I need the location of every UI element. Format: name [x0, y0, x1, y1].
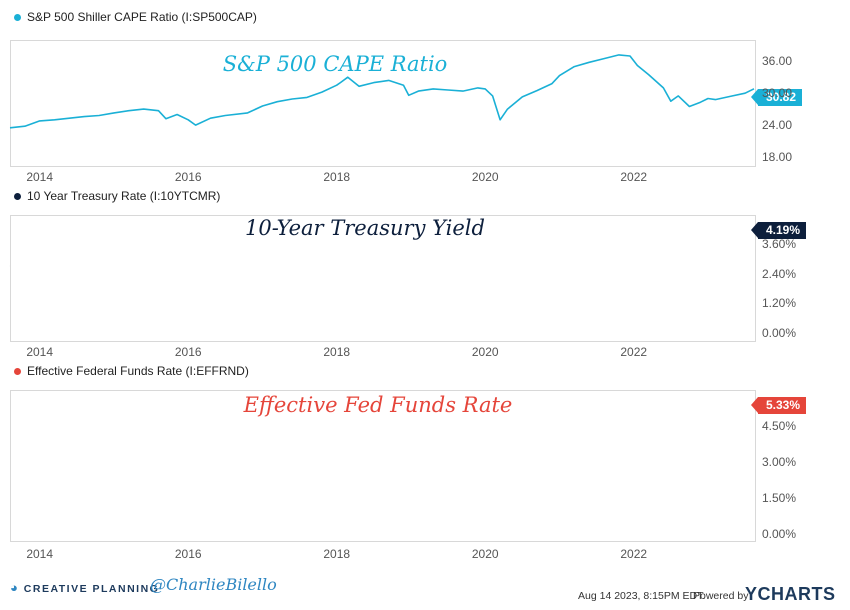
creative-planning-mark-icon: ◕ [10, 580, 20, 595]
legend-dot-fedfunds [14, 367, 21, 375]
x-tick-label: 2018 [323, 170, 351, 184]
legend-treasury: 10 Year Treasury Rate (I:10YTCMR) [14, 189, 220, 203]
y-tick-label: 18.00 [762, 150, 793, 165]
twitter-handle: @CharlieBilello [150, 575, 277, 594]
x-tick-label: 2020 [471, 345, 499, 359]
cape-series-line [9, 54, 755, 129]
ycharts-logo: YCHARTS [745, 584, 836, 604]
x-tick-label: 2020 [471, 547, 499, 561]
legend-label-fedfunds: Effective Federal Funds Rate (I:EFFRND) [27, 364, 249, 378]
x-tick-label: 2016 [174, 345, 202, 359]
y-tick-label: 3.60% [762, 237, 797, 252]
y-tick-label: 0.00% [762, 325, 797, 340]
y-tick-label: 1.50% [762, 491, 797, 505]
x-tick-label: 2022 [620, 547, 648, 561]
treasury-current-value-badge: 4.19% [750, 222, 807, 239]
fedfunds-chart-title: Effective Fed Funds Rate [243, 393, 513, 417]
y-tick-label: 1.20% [762, 296, 797, 311]
x-tick-label: 2014 [26, 547, 54, 561]
y-tick-label: 24.00 [762, 118, 793, 133]
x-tick-label: 2018 [323, 345, 351, 359]
y-tick-label: 36.00 [762, 54, 793, 69]
y-tick-label: 30.00 [762, 86, 793, 101]
legend-dot-cape [14, 13, 21, 21]
timestamp: Aug 14 2023, 8:15PM EDT. [578, 590, 706, 602]
y-tick-label: 3.00% [762, 455, 797, 469]
y-tick-label: 4.50% [762, 419, 797, 433]
powered-by-text: Powered by [693, 590, 749, 602]
legend-fedfunds: Effective Federal Funds Rate (I:EFFRND) [14, 364, 249, 378]
cape-chart-title: S&P 500 CAPE Ratio [222, 52, 448, 76]
legend-cape: S&P 500 Shiller CAPE Ratio (I:SP500CAP) [14, 10, 257, 24]
treasury-plot-area [10, 215, 756, 342]
x-tick-label: 2018 [323, 547, 351, 561]
cape-current-value-badge: 30.82 [750, 89, 803, 106]
fedfunds-plot-area [10, 390, 756, 542]
x-tick-label: 2022 [620, 345, 648, 359]
x-tick-label: 2014 [26, 345, 54, 359]
x-tick-label: 2022 [620, 170, 648, 184]
x-tick-label: 2016 [174, 547, 202, 561]
x-tick-label: 2014 [26, 170, 54, 184]
cape-plot-area [10, 40, 756, 167]
y-tick-label: 0.00% [762, 527, 797, 541]
x-tick-label: 2020 [471, 170, 499, 184]
treasury-chart-title: 10-Year Treasury Yield [245, 216, 485, 240]
y-tick-label: 2.40% [762, 266, 797, 281]
legend-label-treasury: 10 Year Treasury Rate (I:10YTCMR) [27, 189, 221, 203]
creative-planning-brand: CREATIVE PLANNING [23, 583, 160, 595]
legend-label-cape: S&P 500 Shiller CAPE Ratio (I:SP500CAP) [27, 10, 257, 24]
fedfunds-current-value-badge: 5.33% [750, 397, 807, 414]
x-tick-label: 2016 [174, 170, 202, 184]
legend-dot-treasury [14, 192, 21, 200]
creative-planning-logo: ◕ CREATIVE PLANNING [10, 580, 159, 595]
